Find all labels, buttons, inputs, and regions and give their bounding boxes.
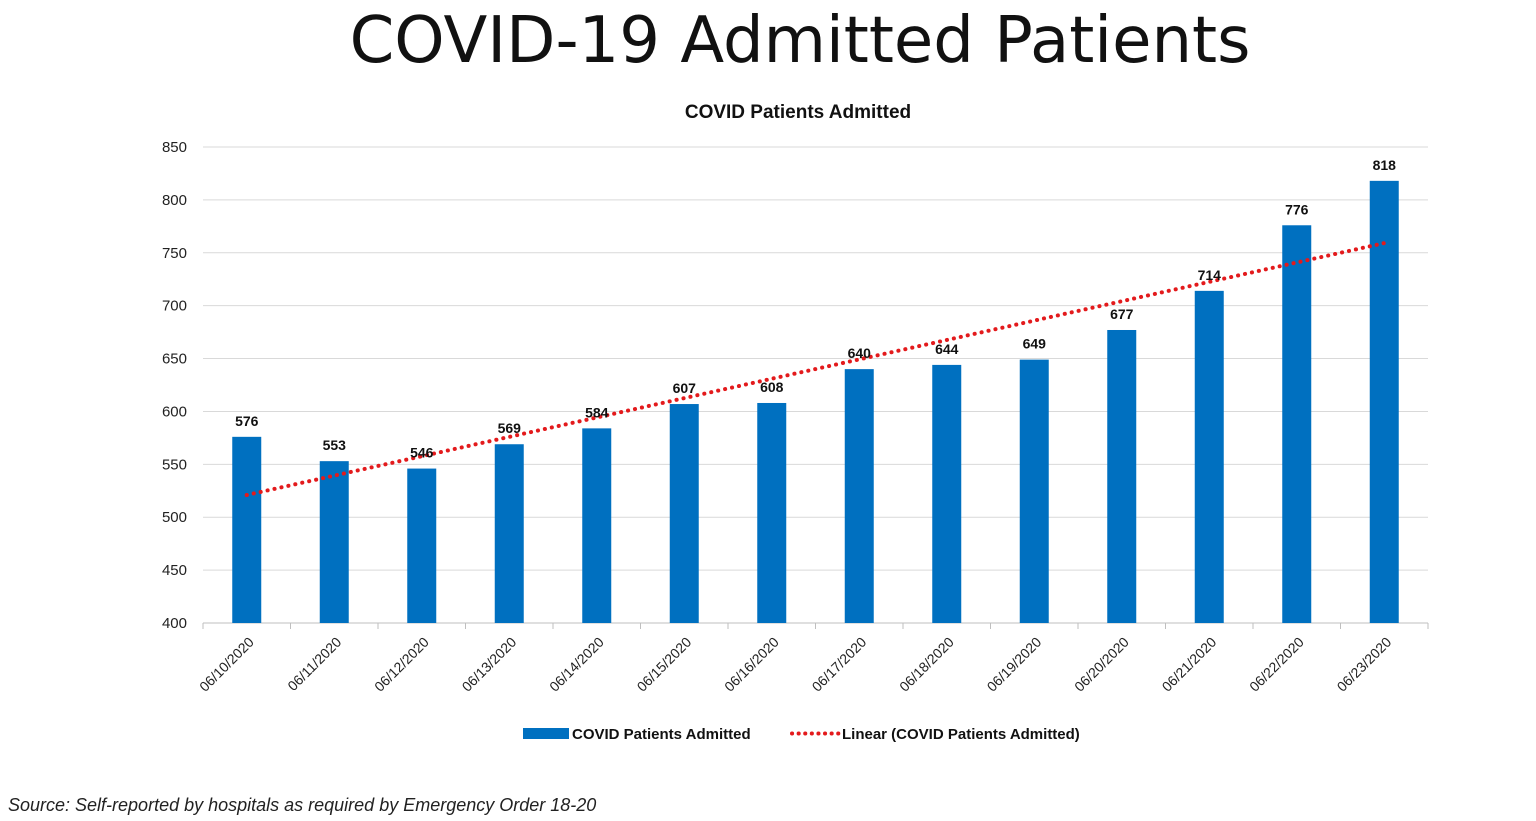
bar — [1194, 290, 1224, 623]
bar — [582, 428, 612, 623]
y-tick-label: 750 — [162, 245, 187, 262]
data-label: 553 — [323, 437, 347, 453]
data-label: 576 — [235, 413, 259, 429]
bar — [232, 436, 262, 623]
x-tick-label: 06/14/2020 — [546, 634, 607, 695]
bar — [1019, 359, 1049, 623]
data-label: 644 — [935, 341, 959, 357]
x-tick-label: 06/16/2020 — [721, 634, 782, 695]
legend-bar-label: COVID Patients Admitted — [572, 726, 751, 743]
data-label: 776 — [1285, 201, 1309, 217]
y-tick-label: 700 — [162, 298, 187, 315]
x-axis: 06/10/2020 06/11/2020 06/12/2020 06/13/2020… — [196, 623, 1429, 695]
data-label: 818 — [1373, 157, 1397, 173]
bar — [1369, 180, 1399, 624]
data-label: 608 — [760, 379, 784, 395]
y-tick-label: 550 — [162, 456, 187, 473]
legend: COVID Patients Admitted Linear (COVID Pa… — [523, 726, 1080, 743]
y-tick-label: 450 — [162, 562, 187, 579]
trendline-line — [244, 241, 1387, 498]
y-tick-label: 400 — [162, 615, 187, 632]
bar — [319, 461, 349, 623]
bar — [932, 364, 962, 623]
data-label: 649 — [1023, 336, 1047, 352]
bars — [232, 180, 1399, 624]
y-tick-label: 800 — [162, 192, 187, 209]
data-label: 714 — [1198, 267, 1222, 283]
x-tick-label: 06/10/2020 — [196, 634, 257, 695]
y-axis: 400 450 500 550 600 650 700 750 800 850 — [162, 139, 187, 632]
chart-title: COVID Patients Admitted — [685, 102, 911, 123]
source-note: Source: Self-reported by hospitals as re… — [8, 795, 597, 815]
trendline — [244, 241, 1387, 498]
data-label: 569 — [498, 420, 522, 436]
data-labels: 576 553 546 569 584 607 608 640 644 649 677 714 776 8… — [235, 157, 1396, 461]
data-label: 607 — [673, 380, 697, 396]
x-tick-label: 06/15/2020 — [634, 634, 695, 695]
legend-trend-label: Linear (COVID Patients Admitted) — [842, 726, 1080, 743]
x-tick-label: 06/18/2020 — [896, 634, 957, 695]
bar — [494, 444, 524, 623]
x-tick-label: 06/22/2020 — [1246, 634, 1307, 695]
page-title: COVID-19 Admitted Patients — [349, 4, 1251, 78]
bar — [669, 404, 699, 623]
y-tick-label: 600 — [162, 403, 187, 420]
bar — [1282, 225, 1312, 623]
bar — [757, 402, 787, 623]
data-label: 546 — [410, 445, 434, 461]
x-tick-label: 06/13/2020 — [459, 634, 520, 695]
x-tick-label: 06/23/2020 — [1334, 634, 1395, 695]
data-label: 640 — [848, 345, 872, 361]
data-label: 677 — [1110, 306, 1134, 322]
gridlines — [203, 146, 1428, 624]
x-tick-label: 06/19/2020 — [984, 634, 1045, 695]
x-tick-label: 06/11/2020 — [284, 634, 344, 694]
y-tick-label: 850 — [162, 139, 187, 156]
x-tick-label: 06/21/2020 — [1159, 634, 1220, 695]
bar — [1107, 329, 1137, 623]
y-tick-label: 650 — [162, 351, 187, 368]
legend-bar-swatch — [523, 728, 569, 739]
data-label: 584 — [585, 404, 609, 420]
x-tick-label: 06/12/2020 — [371, 634, 432, 695]
y-tick-label: 500 — [162, 509, 187, 526]
x-tick-label: 06/17/2020 — [809, 634, 870, 695]
x-tick-label: 06/20/2020 — [1071, 634, 1132, 695]
bar — [407, 468, 437, 623]
bar — [844, 369, 874, 623]
